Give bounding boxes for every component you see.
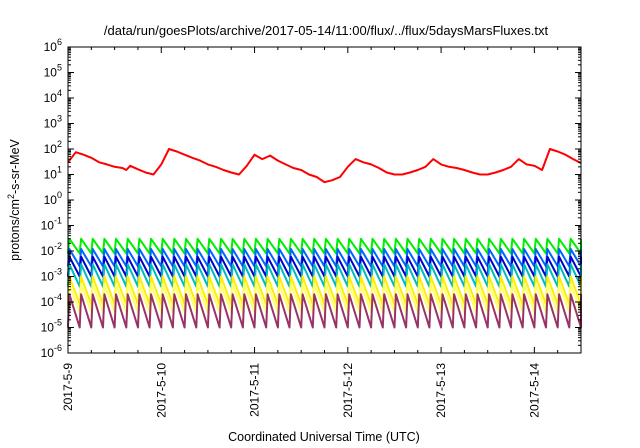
y-tick-label: 103 <box>44 114 62 131</box>
y-tick-label: 106 <box>44 37 62 54</box>
x-tick-label: 2017-5-10 <box>154 363 168 418</box>
series-line-1 <box>67 237 582 255</box>
x-axis-label: Coordinated Universal Time (UTC) <box>228 430 420 444</box>
y-tick-label: 100 <box>44 190 62 207</box>
x-tick-label: 2017-5-12 <box>341 363 355 418</box>
x-tick-label: 2017-5-14 <box>527 363 541 418</box>
plot-lines <box>67 148 582 329</box>
y-tick-label: 102 <box>44 139 62 156</box>
series-line-7 <box>67 293 582 329</box>
y-axis-label-sup: 2 <box>6 194 16 199</box>
y-tick-label: 10-5 <box>41 318 62 335</box>
x-tick-label: 2017-5-13 <box>434 363 448 418</box>
y-tick-label: 101 <box>44 165 62 182</box>
y-tick-label: 10-6 <box>41 343 62 360</box>
y-axis: 10-6 10-5 10-4 10-3 10-2 10-1 100 101 102 103 104 1… <box>41 37 581 360</box>
series-line-0 <box>67 148 582 184</box>
y-axis-label-part2: -s-sr-MeV <box>8 138 22 194</box>
y-tick-label: 10-2 <box>41 241 62 258</box>
x-tick-label: 2017-5-11 <box>248 363 262 417</box>
y-axis-label-part1: protons/cm <box>8 199 22 261</box>
y-tick-label: 10-1 <box>41 216 62 233</box>
x-axis: 2017-5-9 2017-5-10 2017-5-11 2017-5-12 2017-… <box>61 47 582 418</box>
y-tick-label: 10-3 <box>41 267 62 284</box>
y-axis-label: protons/cm2-s-sr-MeV <box>6 138 22 260</box>
y-tick-label: 10-4 <box>41 292 62 309</box>
chart-title: /data/run/goesPlots/archive/2017-05-14/1… <box>104 23 549 38</box>
y-tick-label: 104 <box>44 88 62 105</box>
y-tick-label: 105 <box>44 63 62 80</box>
x-tick-label: 2017-5-9 <box>61 363 75 411</box>
